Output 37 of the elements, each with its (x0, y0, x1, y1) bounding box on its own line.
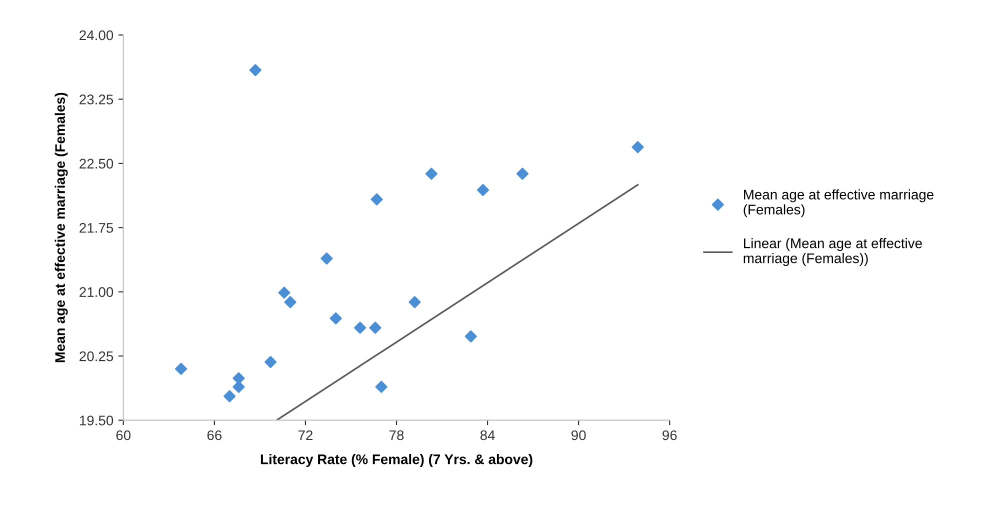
x-tick-label: 90 (572, 430, 586, 440)
point (425, 168, 438, 180)
point (464, 330, 477, 342)
point (516, 168, 529, 180)
x-tick-label: 66 (207, 430, 222, 440)
y-tick-label: 24.00 (80, 30, 114, 40)
point (369, 322, 382, 334)
y-axis-title: Mean age at effective marriage (Females) (54, 92, 68, 362)
point (284, 296, 296, 308)
y-tick-label: 20.25 (80, 351, 114, 362)
legend-label: Mean age at effective marriage (Females) (744, 189, 934, 218)
point (249, 64, 262, 76)
point (320, 252, 333, 265)
x-tick-label: 78 (389, 430, 404, 440)
y-tick-label: 21.00 (80, 287, 114, 298)
y-tick-label: 21.75 (80, 222, 114, 233)
point (330, 312, 342, 324)
y-tick-label: 23.25 (80, 94, 114, 104)
x-tick-label: 60 (116, 430, 131, 440)
point (375, 380, 388, 393)
x-tick-label: 84 (480, 430, 495, 440)
point (354, 322, 366, 334)
y-tick-label: 22.50 (80, 158, 114, 169)
legend-label: Linear (Mean age at effective marriage (Females)) (744, 238, 922, 266)
x-axis-title: Literacy Rate (% Female) (7 Yrs. & above) (260, 454, 532, 467)
point (408, 296, 421, 308)
point (476, 184, 490, 196)
point (224, 390, 236, 402)
point (370, 193, 383, 206)
point (278, 286, 290, 299)
point (264, 356, 277, 368)
point (232, 372, 245, 384)
x-tick-label: 72 (298, 430, 312, 440)
point (174, 362, 188, 375)
x-tick-label: 96 (662, 430, 677, 440)
y-tick-label: 19.50 (80, 416, 114, 426)
point (632, 141, 644, 154)
